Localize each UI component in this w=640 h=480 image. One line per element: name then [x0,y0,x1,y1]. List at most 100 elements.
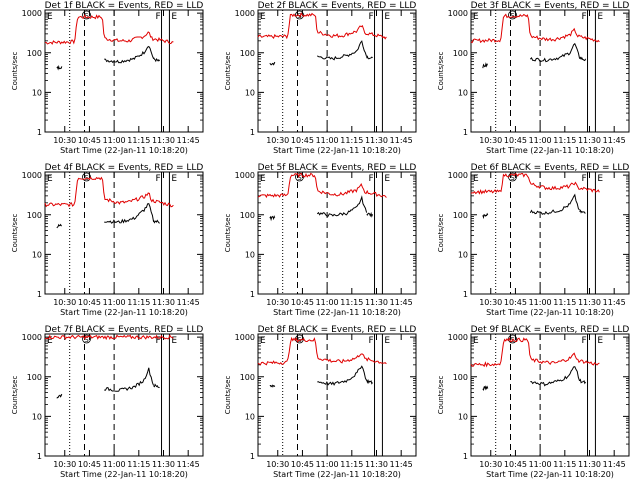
panel-title: Det 3f BLACK = Events, RED = LLD [471,1,630,11]
marker-E-right: E [384,174,390,184]
x-tick-label: 10:45 [291,298,314,307]
y-tick-label: 1000 [235,9,255,18]
x-tick-label: 11:00 [529,460,552,469]
x-tick-label: 10:30 [479,298,502,307]
x-tick-label: 10:30 [53,298,76,307]
black-events-series-segment [104,367,155,392]
x-tick-label: 11:45 [603,298,626,307]
y-tick-label: 1 [37,128,42,137]
marker-E-left: E [47,12,53,22]
marker-S: S [510,12,515,20]
y-tick-label: 1 [250,452,255,461]
plot-frame [257,9,417,133]
x-tick-label: 11:15 [340,136,363,145]
x-tick-label: 10:30 [266,136,289,145]
x-tick-label: 11:30 [365,136,388,145]
black-events-series-segment [579,209,586,214]
red-lld-series-segment [44,176,174,208]
x-tick-label: 11:45 [390,298,413,307]
x-tick-label: 11:45 [390,136,413,145]
marker-S: S [297,174,302,182]
y-tick-label: 10 [458,88,468,97]
x-tick-label: 11:30 [152,460,175,469]
black-events-series-segment [153,383,160,389]
x-tick-label: 10:45 [78,298,101,307]
y-tick-label: 10 [245,250,255,259]
black-events-series-segment [153,219,160,224]
black-events-series-segment [153,57,161,63]
y-axis-label: Counts/sec [11,376,19,415]
x-tick-label: 11:30 [152,298,175,307]
y-tick-label: 1000 [22,171,42,180]
red-lld-series-segment [470,172,600,195]
black-events-series-segment [482,62,488,69]
marker-E-right: E [597,336,603,346]
marker-S: S [510,174,515,182]
x-tick-label: 11:00 [316,298,339,307]
panel-title: Det 2f BLACK = Events, RED = LLD [258,1,417,11]
x-tick-label: 10:30 [53,136,76,145]
marker-E-right: E [384,12,390,22]
red-lld-series-segment [257,336,387,366]
x-tick-label: 11:15 [127,136,150,145]
x-axis-label: Start Time (22-Jan-11 10:18:20) [273,470,401,479]
black-events-series-segment [104,45,155,64]
x-tick-label: 11:30 [578,136,601,145]
y-tick-label: 100 [27,211,42,220]
marker-F: F [369,174,374,184]
red-lld-series-segment [470,13,600,44]
red-lld-series-segment [44,334,174,341]
y-tick-label: 100 [240,373,255,382]
y-tick-label: 1000 [448,333,468,342]
y-tick-label: 1000 [448,9,468,18]
detector-panel-1: Det 1f BLACK = Events, RED = LLD 1 10 100 10… [11,1,204,155]
x-tick-label: 11:30 [365,460,388,469]
x-tick-label: 11:45 [177,460,200,469]
x-tick-label: 11:00 [103,298,126,307]
x-tick-label: 11:15 [340,298,363,307]
red-lld-series-segment [470,337,600,368]
black-events-series-segment [317,365,368,386]
x-tick-label: 11:30 [578,460,601,469]
black-events-series-segment [579,56,587,62]
marker-F: F [156,12,161,22]
y-tick-label: 10 [245,88,255,97]
y-tick-label: 10 [32,88,42,97]
marker-E-right: E [597,174,603,184]
black-events-series-segment [269,215,276,222]
x-axis-label: Start Time (22-Jan-11 10:18:20) [486,308,614,317]
black-events-series-segment [56,64,63,71]
red-lld-series-segment [257,12,387,40]
y-axis-label: Counts/sec [11,214,19,253]
y-tick-label: 100 [453,49,468,58]
panel-title: Det 8f BLACK = Events, RED = LLD [258,325,417,335]
black-events-series-segment [530,366,581,387]
marker-E-left: E [260,174,266,184]
x-tick-label: 10:30 [53,460,76,469]
marker-S-circle [295,172,304,182]
black-events-series-segment [529,42,581,63]
y-tick-label: 100 [240,211,255,220]
y-tick-label: 100 [27,49,42,58]
marker-S: S [84,336,89,344]
y-axis-label: Counts/sec [224,376,232,415]
marker-E-left: E [473,336,479,346]
detector-panel-5: Det 5f BLACK = Events, RED = LLD 1 10 100 10… [224,163,417,317]
plot-frame [470,9,630,133]
y-tick-label: 1000 [22,9,42,18]
y-tick-label: 10 [245,412,255,421]
red-lld-series-segment [257,172,387,199]
marker-E-left: E [473,12,479,22]
x-tick-label: 10:45 [78,460,101,469]
y-tick-label: 10 [32,412,42,421]
x-tick-label: 11:45 [603,460,626,469]
x-tick-label: 11:30 [152,136,175,145]
x-axis-label: Start Time (22-Jan-11 10:18:20) [486,146,614,155]
black-events-series-segment [366,378,373,385]
y-axis-label: Counts/sec [437,214,445,253]
y-axis-label: Counts/sec [224,214,232,253]
marker-E-left: E [260,336,266,346]
y-tick-label: 1000 [235,333,255,342]
y-tick-label: 1 [250,290,255,299]
